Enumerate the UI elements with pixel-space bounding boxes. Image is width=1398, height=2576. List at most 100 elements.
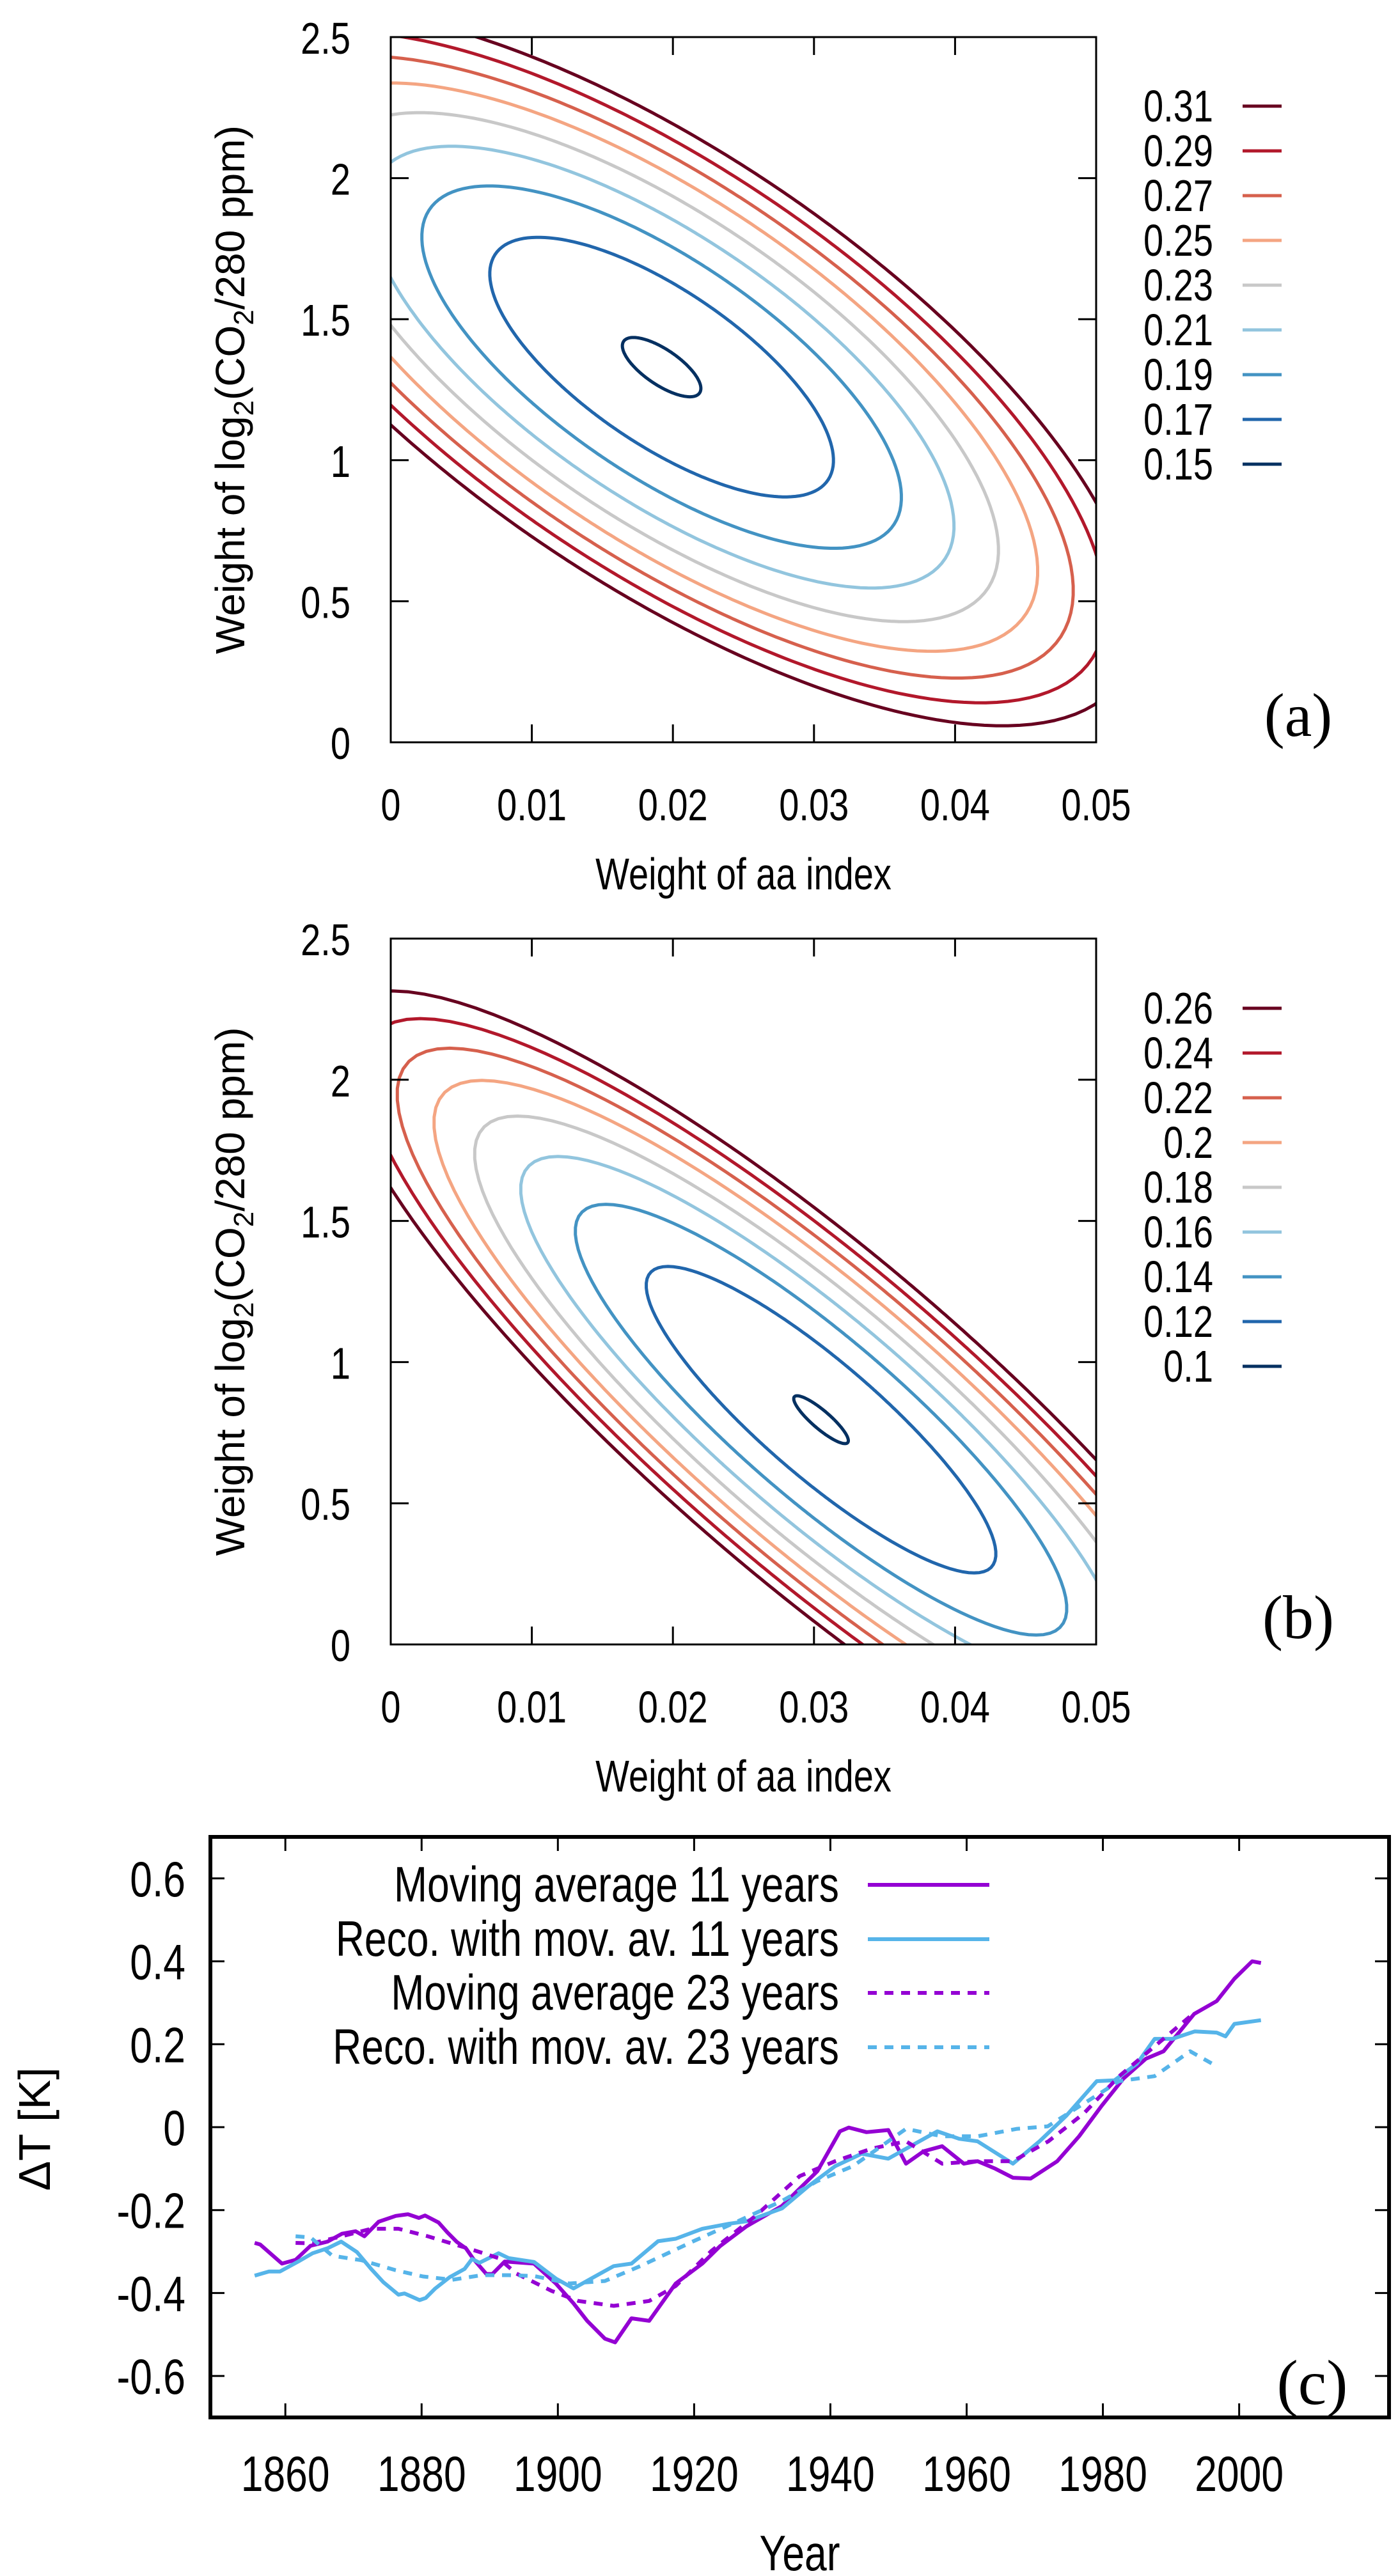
- y-tick-label: 0.2: [130, 2017, 185, 2073]
- x-tick-label: 0.03: [779, 781, 849, 830]
- series-line-3: [295, 2049, 1218, 2286]
- contour-line-0.25: [391, 81, 1039, 653]
- legend-label: Moving average 23 years: [391, 1964, 839, 2020]
- y-axis-label: Weight of log2(CO2/280 ppm): [207, 125, 260, 654]
- y-label-part: /280 ppm): [207, 125, 253, 309]
- legend-label: 0.24: [1143, 1029, 1213, 1078]
- series-line-0: [254, 1959, 1262, 2345]
- y-label-part: /280 ppm): [207, 1027, 253, 1212]
- legend-label: 0.15: [1143, 440, 1213, 489]
- contour-line-0.29: [391, 37, 1096, 705]
- y-tick-label: 0: [163, 2100, 185, 2155]
- legend-label: 0.14: [1143, 1253, 1213, 1302]
- legend-label: 0.19: [1143, 350, 1213, 400]
- legend-label: 0.26: [1143, 984, 1213, 1033]
- contour-line-0.23: [391, 111, 1000, 623]
- legend-label: 0.25: [1143, 216, 1213, 265]
- y-tick-label: 2.5: [301, 916, 350, 965]
- x-tick-label: 0.03: [779, 1683, 849, 1732]
- contour-line-0.24: [391, 1017, 1096, 1644]
- subscript: 2: [228, 1212, 260, 1227]
- x-tick-label: 1980: [1058, 2446, 1147, 2501]
- plot-frame: [389, 937, 1097, 1646]
- x-tick-label: 0: [381, 1683, 400, 1732]
- series-line-1: [254, 2018, 1262, 2302]
- x-tick-label: 0.05: [1062, 781, 1131, 830]
- y-tick-label: 1: [331, 1339, 350, 1389]
- subscript: 2: [228, 1302, 260, 1318]
- y-tick-label: 0.5: [301, 1480, 350, 1529]
- y-tick-label: 0: [331, 719, 350, 769]
- x-tick-label: 0.04: [920, 781, 990, 830]
- legend-label: 0.16: [1143, 1208, 1213, 1257]
- y-tick-label: 1: [331, 437, 350, 487]
- contour-line-0.16: [519, 1155, 1096, 1644]
- x-tick-label: 0.05: [1062, 1683, 1131, 1732]
- y-tick-label: 1.5: [301, 296, 350, 345]
- subscript: 2: [228, 400, 260, 416]
- x-tick-label: 2000: [1195, 2446, 1284, 2501]
- contour-line-0.15: [620, 336, 703, 399]
- x-tick-label: 1880: [377, 2446, 466, 2501]
- legend-label: Reco. with mov. av. 23 years: [333, 2018, 839, 2074]
- legend-label: 0.23: [1143, 261, 1213, 310]
- y-tick-label: 0.6: [130, 1851, 185, 1907]
- contour-line-0.19: [420, 184, 903, 550]
- y-tick-label: 1.5: [301, 1198, 350, 1247]
- x-axis-label: Weight of aa index: [595, 850, 891, 899]
- y-tick-label: 2: [331, 155, 350, 205]
- legend-label: 0.17: [1143, 395, 1213, 444]
- panel-label: (c): [1277, 2347, 1348, 2418]
- legend-label: 0.1: [1163, 1342, 1213, 1391]
- y-label-part: Weight of log: [207, 1318, 253, 1556]
- contour-line-0.17: [488, 235, 835, 499]
- panel-label: (b): [1262, 1583, 1334, 1651]
- y-axis-label: ΔT [K]: [10, 2067, 59, 2190]
- legend-label: 0.12: [1143, 1297, 1213, 1347]
- y-label-part: (CO: [207, 325, 253, 400]
- contour-line-0.12: [645, 1265, 998, 1575]
- series-line-2: [295, 2015, 1191, 2308]
- y-tick-label: 0.4: [130, 1934, 185, 1990]
- x-tick-label: 0.01: [497, 1683, 567, 1732]
- y-label-part: Weight of log: [207, 416, 253, 654]
- y-tick-label: 2: [331, 1057, 350, 1106]
- y-tick-label: 0.5: [301, 579, 350, 628]
- x-tick-label: 1960: [922, 2446, 1011, 2501]
- y-tick-label: -0.2: [116, 2183, 185, 2238]
- legend-label: 0.2: [1163, 1118, 1213, 1167]
- x-tick-label: 1940: [786, 2446, 875, 2501]
- contour-line-0.26: [391, 989, 1096, 1644]
- legend-label: 0.29: [1143, 127, 1213, 176]
- contour-line-0.27: [391, 56, 1075, 680]
- contour-line-0.1: [792, 1394, 850, 1446]
- legend-label: 0.22: [1143, 1073, 1213, 1123]
- x-tick-label: 1920: [650, 2446, 739, 2501]
- legend-label: 0.21: [1143, 306, 1213, 355]
- y-tick-label: -0.6: [116, 2348, 185, 2404]
- y-tick-label: 0: [331, 1621, 350, 1671]
- contour-line-0.2: [432, 1079, 1096, 1644]
- legend-label: 0.31: [1143, 82, 1213, 131]
- x-tick-label: 0.01: [497, 781, 567, 830]
- contour-line-0.21: [391, 144, 956, 590]
- x-axis-label: Year: [759, 2525, 840, 2576]
- x-tick-label: 0: [381, 781, 400, 830]
- panel-label: (a): [1264, 681, 1333, 749]
- legend-label: 0.18: [1143, 1163, 1213, 1212]
- plot-frame: [389, 36, 1097, 744]
- x-axis-label: Weight of aa index: [595, 1752, 891, 1801]
- contour-line-0.14: [574, 1203, 1069, 1637]
- x-tick-label: 1860: [241, 2446, 330, 2501]
- subscript: 2: [228, 309, 260, 325]
- x-tick-label: 0.02: [638, 781, 708, 830]
- y-tick-label: -0.4: [116, 2266, 185, 2322]
- contour-line-0.18: [473, 1114, 1096, 1644]
- legend-label: Reco. with mov. av. 11 years: [336, 1910, 839, 1966]
- x-tick-label: 1900: [514, 2446, 602, 2501]
- legend-label: 0.27: [1143, 171, 1213, 221]
- y-axis-label: Weight of log2(CO2/280 ppm): [207, 1027, 260, 1556]
- y-label-part: (CO: [207, 1227, 253, 1302]
